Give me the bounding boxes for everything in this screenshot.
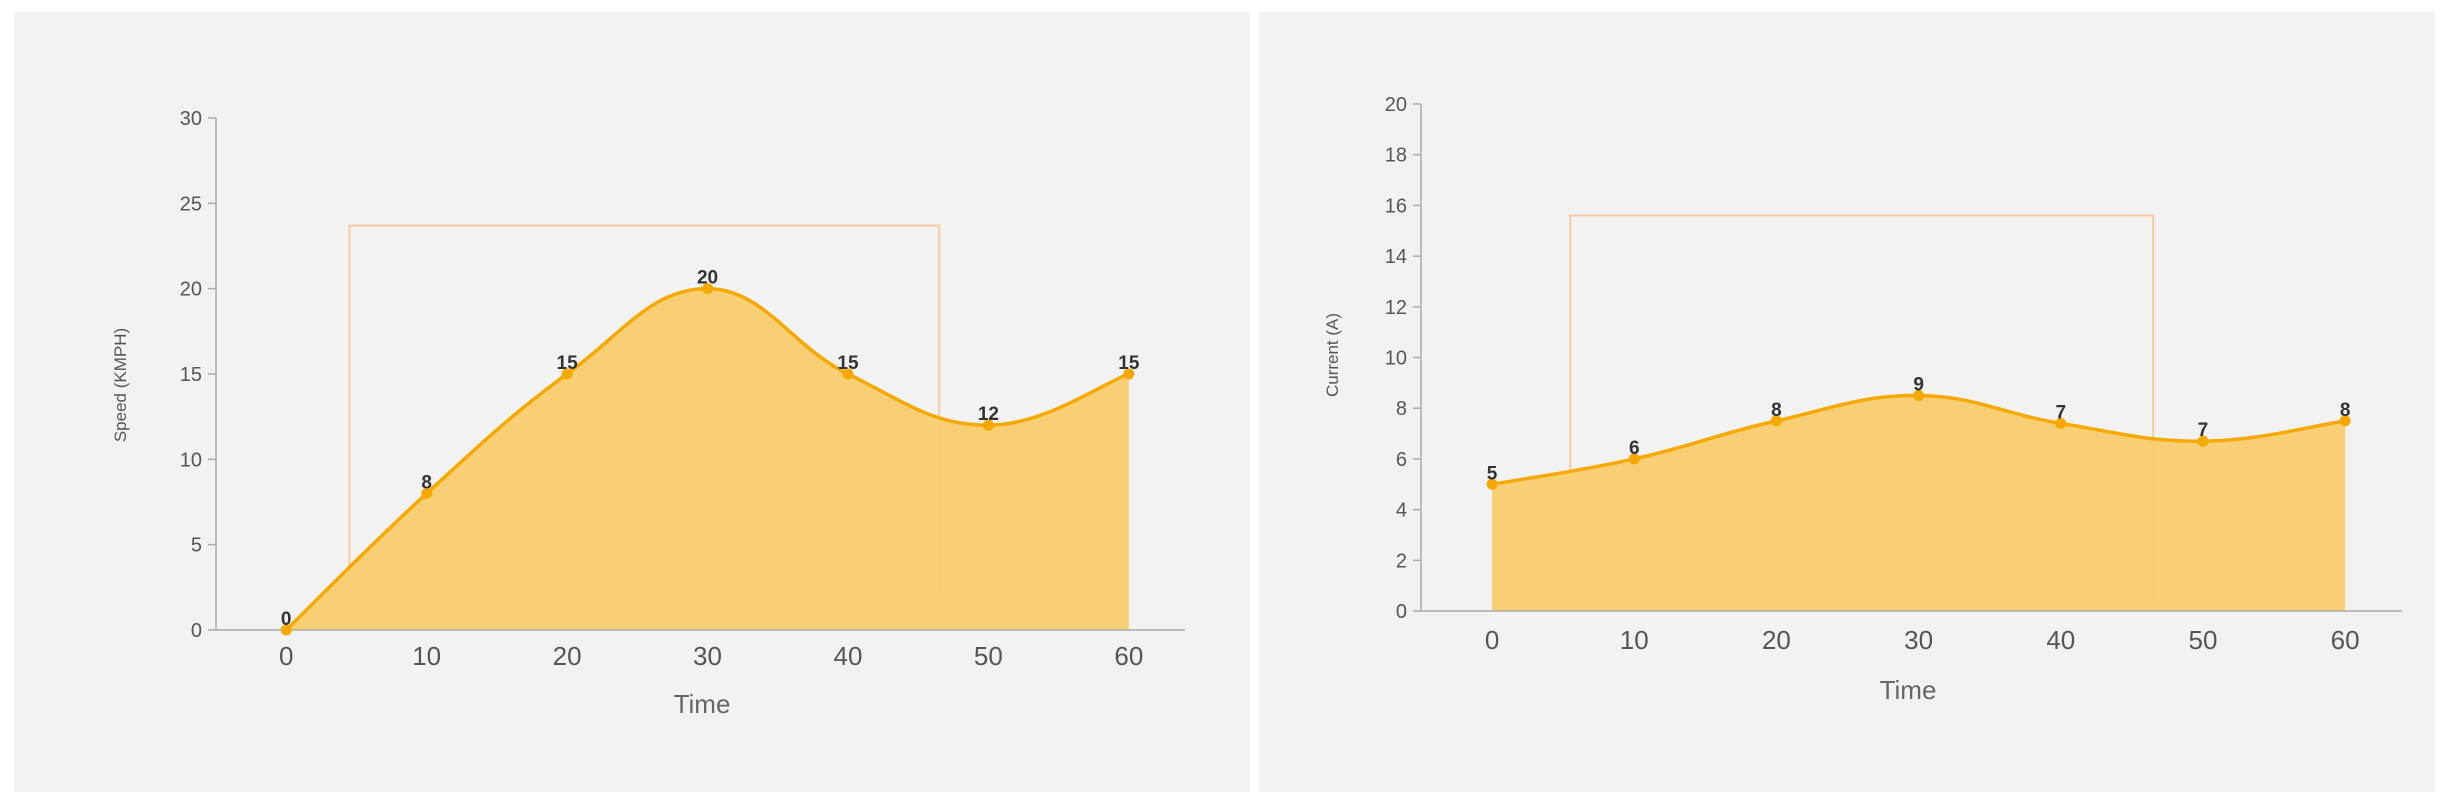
current-chart-y-tick-label: 14 [1385, 246, 1407, 268]
speed-chart: 0 5 10 15 20 25 30 0 10 20 30 40 50 60 0 8 15 20 15 12 15 T… [111, 108, 1185, 719]
current-chart-y-tick-label: 8 [1396, 398, 1407, 420]
current-chart-area-layer [1491, 393, 2346, 611]
current-chart-data-label: 8 [1771, 400, 1782, 421]
current-chart-y-tick-label: 16 [1385, 195, 1407, 217]
current-chart-panel: 0 2 4 6 8 10 12 14 16 18 20 0 10 20 30 40 50 60 5 6 8 9 7 7 8 T… [1259, 12, 2435, 792]
speed-chart-y-tick-label: 5 [191, 535, 202, 557]
speed-chart-x-tick-label: 50 [974, 641, 1003, 671]
current-chart-y-tick-label: 4 [1396, 500, 1407, 522]
current-chart-data-label: 7 [2055, 402, 2066, 423]
speed-chart-x-tick-label: 30 [693, 641, 722, 671]
current-chart-x-axis-title: Time [1880, 675, 1937, 705]
current-chart-data-point [1486, 478, 1498, 490]
current-chart-y-tick-label: 12 [1385, 297, 1407, 319]
current-chart-x-tick-label: 40 [2046, 625, 2075, 655]
speed-chart-data-point [421, 487, 433, 499]
current-chart-data-point [1913, 390, 1925, 402]
speed-chart-y-tick-label: 15 [180, 364, 202, 386]
current-chart-data-label: 6 [1629, 438, 1640, 459]
current-chart-x-tick-label: 0 [1485, 625, 1499, 655]
speed-chart-y-tick-label: 30 [180, 108, 202, 130]
current-chart-data-point [2197, 435, 2209, 447]
speed-chart-data-label: 15 [557, 353, 579, 374]
current-chart-y-axis-title: Current (A) [1323, 313, 1342, 397]
speed-chart-area-fill [286, 288, 1129, 630]
speed-chart-area-layer [284, 286, 1130, 632]
current-chart-data-point [2055, 417, 2067, 429]
speed-chart-data-label: 12 [978, 404, 999, 425]
current-chart-data-label: 7 [2198, 420, 2209, 441]
speed-chart-data-label: 15 [837, 353, 859, 374]
current-chart-data-point [1628, 453, 1640, 465]
current-chart-data-label: 5 [1487, 463, 1498, 484]
speed-chart-x-tick-label: 10 [412, 641, 441, 671]
speed-chart-y-tick-label: 20 [180, 279, 202, 301]
speed-chart-axis-layer: 0 5 10 15 20 25 30 0 10 20 30 40 50 60 [180, 108, 1185, 671]
speed-chart-data-label: 15 [1118, 353, 1140, 374]
current-chart-y-tick-label: 20 [1385, 94, 1407, 116]
speed-chart-data-point [561, 368, 573, 380]
current-chart-area-fill [1492, 395, 2346, 611]
current-chart-y-tick-label: 18 [1385, 145, 1407, 167]
speed-chart-data-label: 8 [421, 472, 432, 493]
current-chart-x-tick-label: 50 [2188, 625, 2217, 655]
current-chart-axis-layer: 0 2 4 6 8 10 12 14 16 18 20 0 10 20 30 40 50 60 [1385, 94, 2402, 655]
current-chart-data-label: 9 [1913, 375, 1924, 396]
current-chart: 0 2 4 6 8 10 12 14 16 18 20 0 10 20 30 40 50 60 5 6 8 9 7 7 8 T… [1323, 94, 2402, 705]
current-chart-data-point [2339, 415, 2351, 427]
current-chart-x-tick-label: 10 [1620, 625, 1649, 655]
current-chart-y-tick-label: 2 [1396, 550, 1407, 572]
speed-chart-x-tick-label: 20 [553, 641, 582, 671]
speed-chart-x-tick-label: 60 [1114, 641, 1143, 671]
speed-chart-data-point [982, 419, 994, 431]
speed-chart-y-tick-label: 25 [180, 193, 202, 215]
speed-chart-y-axis-title: Speed (KMPH) [111, 328, 130, 442]
speed-chart-x-axis-title: Time [674, 689, 731, 719]
speed-chart-data-point [702, 283, 714, 295]
speed-chart-x-tick-label: 40 [833, 641, 862, 671]
speed-chart-point-layer: 0 8 15 20 15 12 15 [280, 268, 1140, 636]
speed-chart-data-label: 0 [281, 609, 292, 630]
current-chart-data-point [1770, 415, 1782, 427]
current-chart-point-layer: 5 6 8 9 7 7 8 [1486, 375, 2351, 490]
speed-chart-data-point [842, 368, 854, 380]
current-chart-y-tick-label: 6 [1396, 449, 1407, 471]
current-chart-x-tick-label: 30 [1904, 625, 1933, 655]
speed-chart-data-point [280, 624, 292, 636]
speed-chart-data-point [1123, 368, 1135, 380]
current-chart-data-label: 8 [2340, 400, 2351, 421]
speed-chart-y-tick-label: 0 [191, 620, 202, 642]
current-chart-x-tick-label: 60 [2331, 625, 2360, 655]
speed-chart-y-tick-label: 10 [180, 449, 202, 471]
current-chart-y-tick-label: 0 [1396, 601, 1407, 623]
current-chart-x-tick-label: 20 [1762, 625, 1791, 655]
speed-chart-x-tick-label: 0 [279, 641, 293, 671]
speed-chart-panel: 0 5 10 15 20 25 30 0 10 20 30 40 50 60 0 8 15 20 15 12 15 T… [14, 12, 1250, 792]
speed-chart-data-label: 20 [697, 268, 718, 289]
current-chart-y-tick-label: 10 [1385, 348, 1407, 370]
